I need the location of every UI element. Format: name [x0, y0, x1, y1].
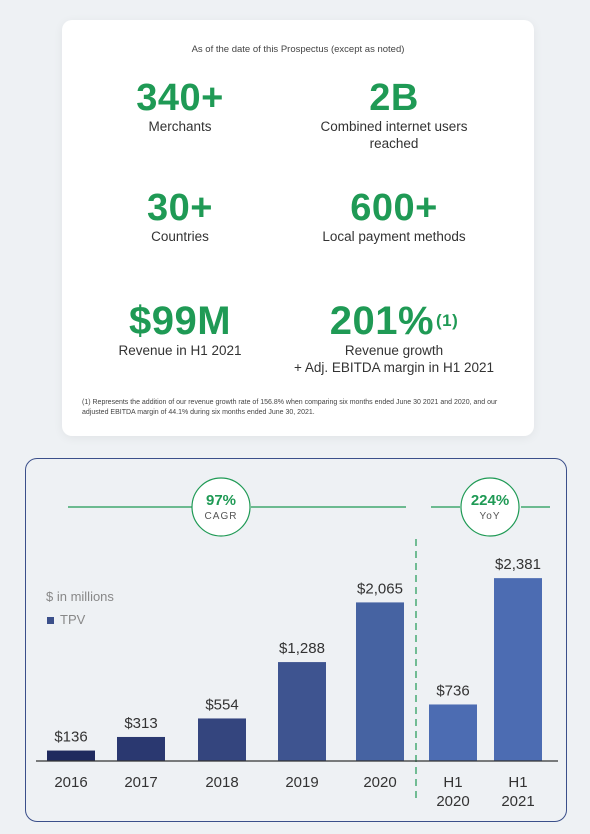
tpv-chart-panel: 97% CAGR 224% YoY $ in millions TPV $136… [25, 458, 567, 822]
bar-value-label: $554 [205, 696, 238, 713]
stat-internet-users: 2B Combined internet users reached [276, 78, 512, 152]
stat-countries: 30+ Countries [62, 188, 298, 245]
stat-label-line: Merchants [148, 119, 212, 134]
stat-label: Merchants [62, 118, 298, 135]
bar-h1-2020 [429, 704, 477, 761]
stat-value: 600+ [350, 187, 438, 229]
cagr-label: CAGR [205, 511, 238, 522]
stat-label-line: + Adj. EBITDA margin in H1 2021 [294, 360, 494, 375]
stat-label-line: Countries [151, 229, 209, 244]
stat-label-line: Local payment methods [322, 229, 466, 244]
tpv-bar-chart: 97% CAGR 224% YoY $ in millions TPV $136… [36, 477, 558, 810]
bar-value-label: $2,065 [357, 580, 403, 597]
stat-value: 2B [369, 77, 419, 119]
bar-value-label: $2,381 [495, 556, 541, 573]
x-tick-labels: 2016 2017 2018 2019 2020 H1 2020 H1 2021 [54, 774, 534, 810]
x-tick-label: 2016 [54, 774, 87, 791]
x-tick-label: 2021 [501, 793, 534, 810]
stat-label: Local payment methods [276, 228, 512, 245]
bar-2016 [47, 750, 95, 761]
bar-value-label: $136 [54, 729, 87, 746]
stat-value: 201% [329, 299, 435, 343]
stat-value-wrap: 201% (1) [276, 300, 512, 342]
legend-swatch-tpv [47, 617, 54, 624]
bar-2017 [117, 736, 165, 761]
x-tick-label: 2018 [205, 774, 238, 791]
x-tick-label: 2017 [124, 774, 157, 791]
stat-label: Revenue growth + Adj. EBITDA margin in H… [276, 342, 512, 376]
stat-value: 340+ [136, 77, 224, 119]
stat-label-line: Revenue in H1 2021 [118, 343, 242, 358]
bar-value-label: $1,288 [279, 640, 325, 657]
stat-label: Countries [62, 228, 298, 245]
yoy-value: 224% [471, 492, 509, 509]
stat-merchants: 340+ Merchants [62, 78, 298, 135]
stat-label-line: Combined internet users [320, 119, 468, 134]
stat-payment-methods: 600+ Local payment methods [276, 188, 512, 245]
x-tick-label: 2019 [285, 774, 318, 791]
bar-2019 [278, 662, 326, 761]
footnote-marker: (1) [436, 311, 459, 330]
cagr-value: 97% [206, 492, 236, 509]
cagr-badge [191, 477, 251, 537]
bar-value-label: $736 [436, 682, 469, 699]
x-tick-label: H1 [443, 774, 462, 791]
stat-label-line: reached [369, 136, 419, 151]
footnote: (1) Represents the addition of our reven… [82, 399, 498, 416]
stat-value: 30+ [147, 187, 213, 229]
key-metrics-card: As of the date of this Prospectus (excep… [62, 20, 534, 436]
stat-label: Revenue in H1 2021 [62, 342, 298, 359]
bar-2018 [198, 718, 246, 761]
bar-h1-2021 [494, 578, 542, 761]
x-tick-label: 2020 [363, 774, 396, 791]
bar-2020 [356, 602, 404, 761]
legend-label-tpv: TPV [60, 612, 86, 627]
x-tick-label: 2020 [436, 793, 469, 810]
stat-label: Combined internet users reached [276, 118, 512, 152]
stat-revenue: $99M Revenue in H1 2021 [62, 300, 298, 359]
unit-note: $ in millions [46, 589, 114, 604]
x-tick-label: H1 [508, 774, 527, 791]
card-subtitle: As of the date of this Prospectus (excep… [191, 44, 405, 55]
stat-revenue-growth: 201% (1) Revenue growth + Adj. EBITDA mar… [276, 300, 512, 376]
yoy-badge [460, 477, 520, 537]
yoy-label: YoY [480, 511, 501, 522]
stat-value: $99M [128, 299, 232, 343]
stat-label-line: Revenue growth [344, 343, 444, 358]
bars-group: $136 $313 $554 $1,288 $2,065 $736 $2,381 [47, 556, 542, 761]
bar-value-label: $313 [124, 715, 157, 732]
